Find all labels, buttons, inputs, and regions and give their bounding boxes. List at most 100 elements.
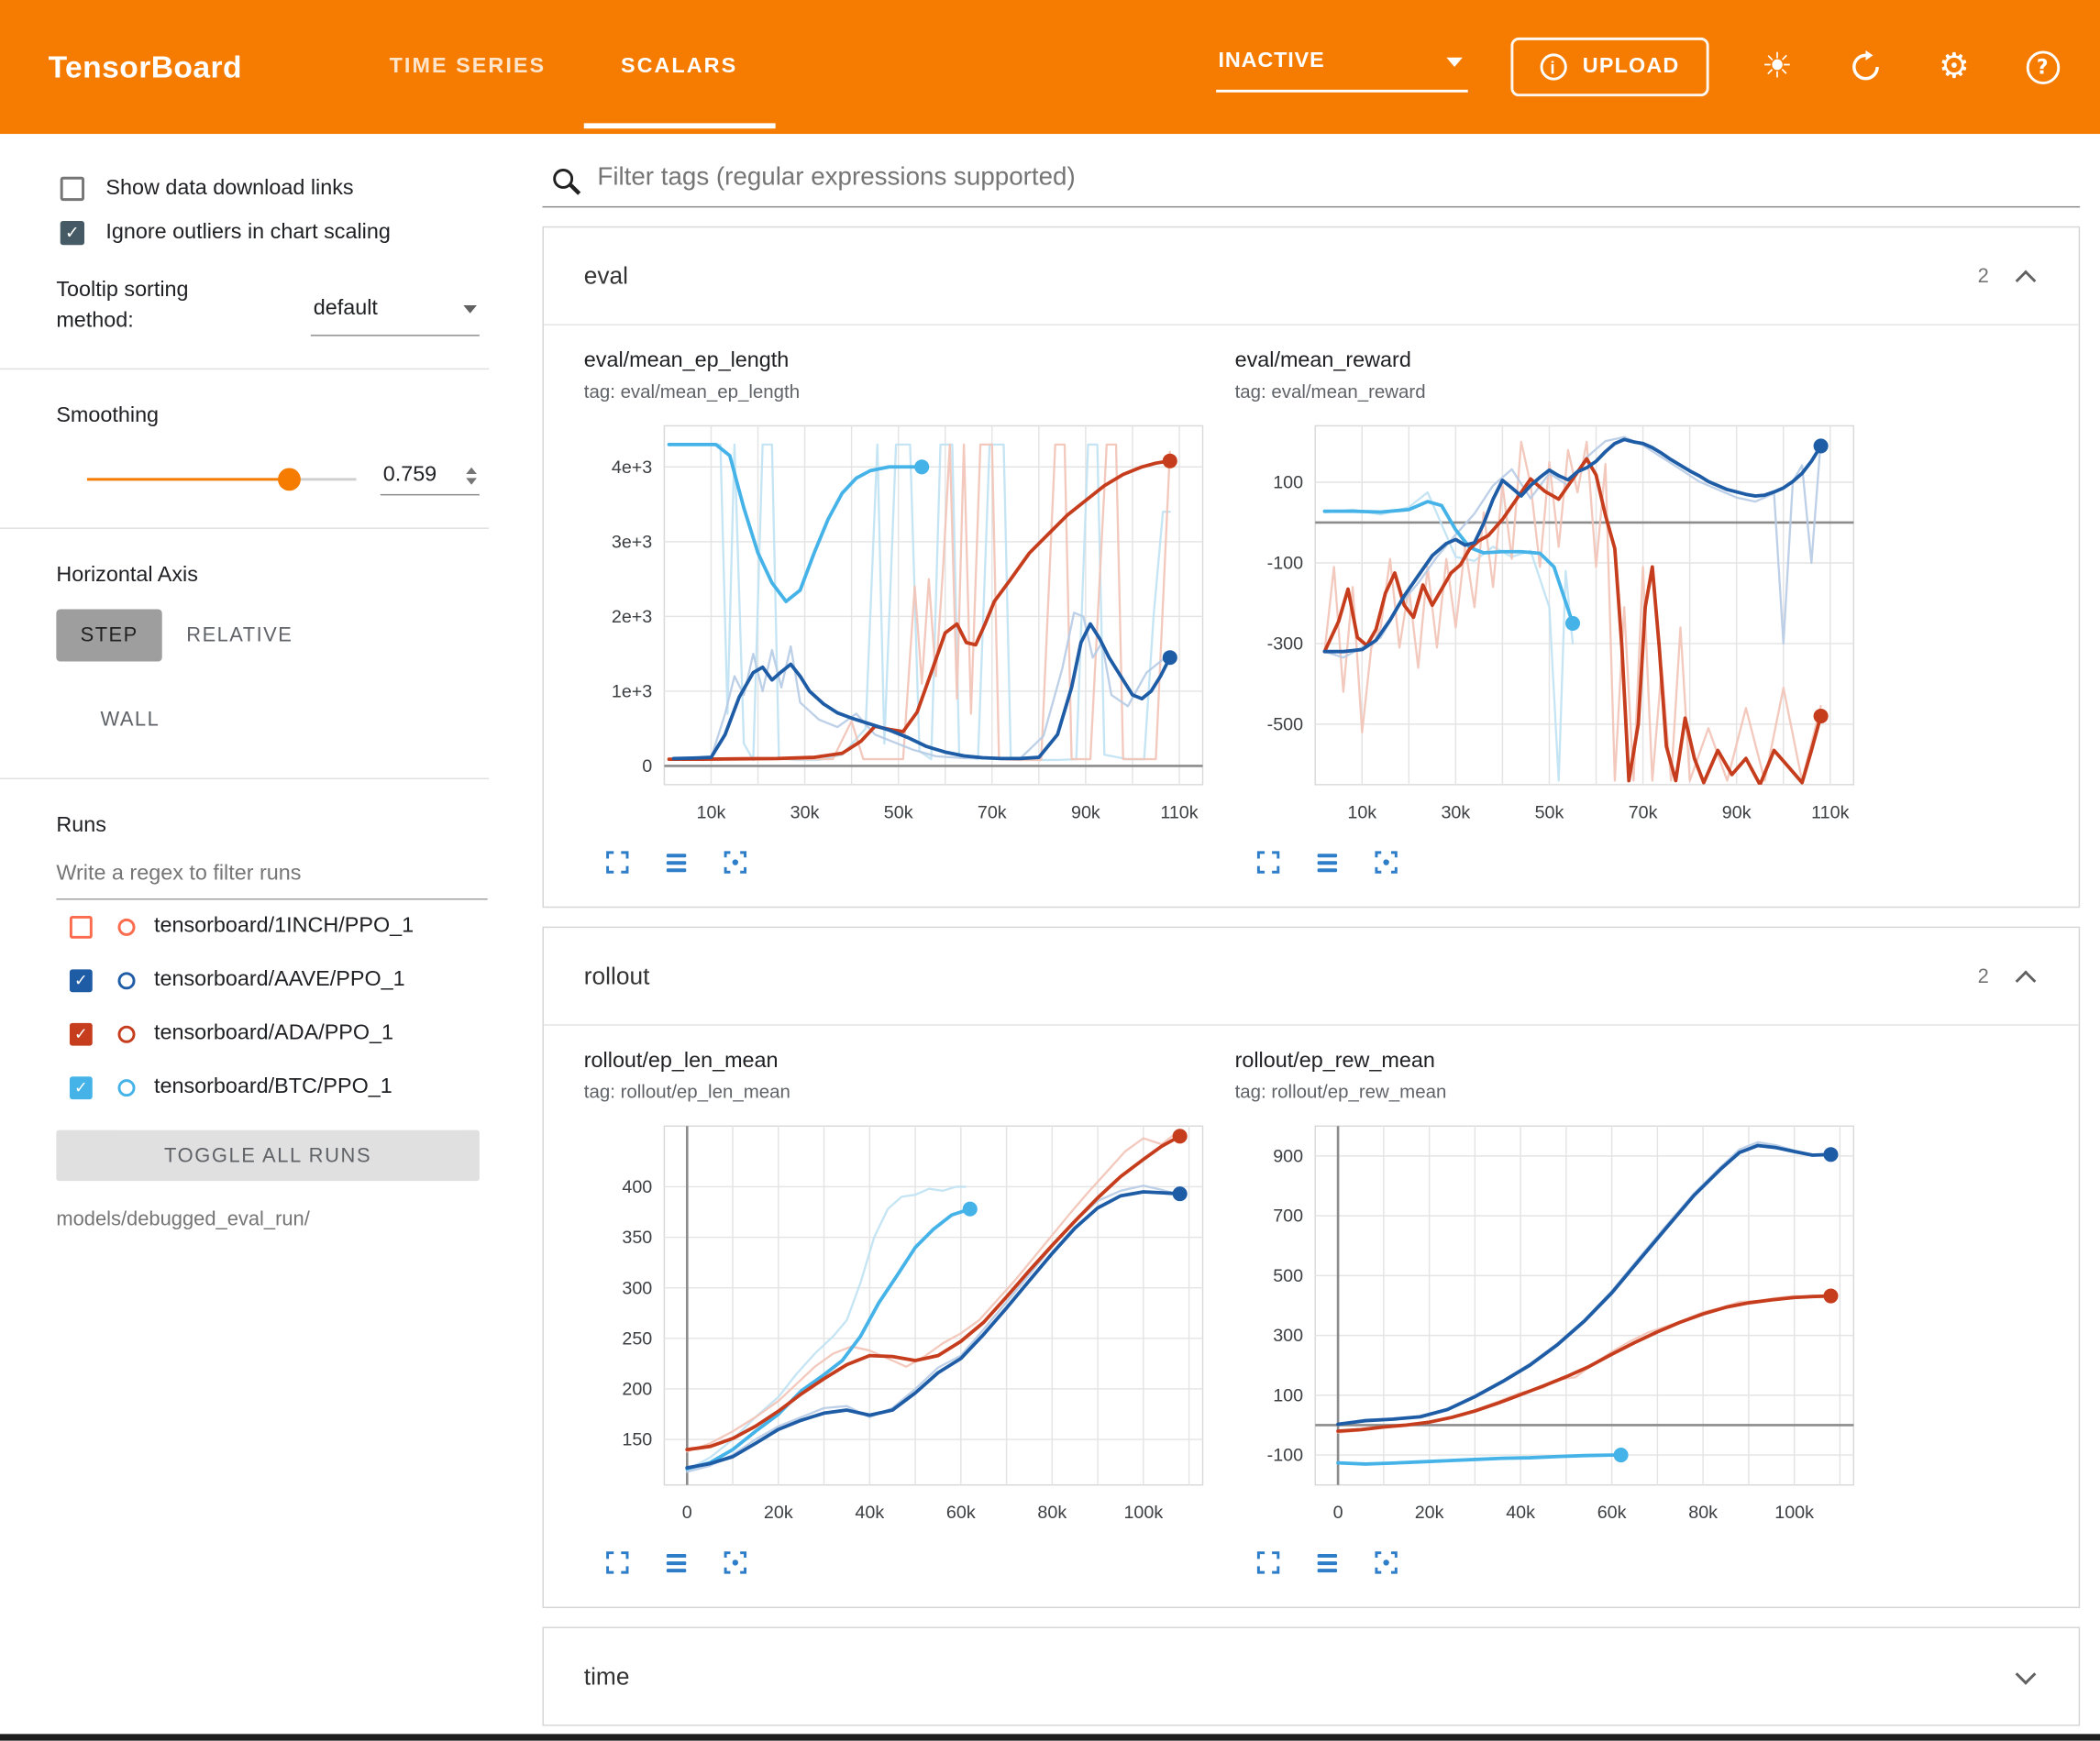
run-checkbox[interactable] bbox=[69, 915, 93, 939]
refresh-icon[interactable] bbox=[1846, 47, 1886, 87]
card-header: rollout 2 bbox=[544, 928, 2079, 1024]
chart-canvas[interactable]: 100 -100 -300 -500 10k 30k 50k 70k 90k 110k bbox=[1235, 413, 1867, 837]
svg-text:0: 0 bbox=[642, 756, 652, 777]
stepper-down-icon[interactable] bbox=[466, 477, 477, 484]
collapse-card-button[interactable] bbox=[2013, 959, 2039, 994]
run-checkbox[interactable]: ✓ bbox=[69, 1022, 93, 1045]
chevron-down-icon bbox=[2015, 1663, 2037, 1685]
card-eval: eval 2 eval/mean_ep_length tag: eval/mea… bbox=[542, 226, 2081, 909]
axis-wall-button[interactable]: WALL bbox=[100, 708, 160, 732]
data-table-icon[interactable] bbox=[1310, 845, 1344, 880]
chart-eval-mean-reward: eval/mean_reward tag: eval/mean_reward 1… bbox=[1235, 349, 1867, 879]
svg-text:40k: 40k bbox=[1506, 1503, 1535, 1523]
chart-canvas[interactable]: 0 1e+3 2e+3 3e+3 4e+3 10k 30k 50k 70k 90k 110k bbox=[584, 413, 1216, 837]
card-title: rollout bbox=[583, 962, 650, 989]
expand-card-button[interactable] bbox=[2013, 1663, 2039, 1687]
value-stepper[interactable] bbox=[466, 466, 477, 484]
settings-gear-icon[interactable]: ⚙ bbox=[1938, 47, 1970, 87]
smoothing-label: Smoothing bbox=[56, 404, 160, 427]
fit-domain-icon[interactable] bbox=[718, 845, 753, 880]
app-header: TensorBoard TIME SERIES SCALARS INACTIVE… bbox=[0, 0, 2100, 135]
chart-eval-mean-ep-length: eval/mean_ep_length tag: eval/mean_ep_le… bbox=[584, 349, 1216, 879]
run-row-1inch[interactable]: tensorboard/1INCH/PPO_1 bbox=[69, 899, 536, 953]
svg-text:0: 0 bbox=[682, 1503, 692, 1523]
tooltip-sorting-dropdown[interactable]: default bbox=[310, 292, 480, 336]
tooltip-sorting-label: Tooltip sorting method: bbox=[56, 278, 189, 333]
svg-text:30k: 30k bbox=[790, 802, 820, 822]
main-tabs: TIME SERIES SCALARS bbox=[352, 0, 776, 134]
fit-domain-icon[interactable] bbox=[718, 1545, 753, 1580]
runs-filter-input[interactable] bbox=[56, 859, 488, 900]
svg-text:2e+3: 2e+3 bbox=[612, 607, 652, 627]
svg-text:150: 150 bbox=[622, 1430, 652, 1450]
chart-canvas[interactable]: 400 350 300 250 200 150 0 20k 40k 60k 80k 100k bbox=[584, 1113, 1216, 1537]
chart-canvas[interactable]: 900 700 500 300 100 -100 0 20k 40k 60k 80k 100k bbox=[1235, 1113, 1867, 1537]
smoothing-slider[interactable] bbox=[86, 468, 357, 491]
chevron-down-icon bbox=[463, 304, 477, 314]
tag-filter-input[interactable] bbox=[597, 163, 2081, 193]
fit-domain-icon[interactable] bbox=[1369, 1545, 1404, 1580]
tag-filter-bar bbox=[542, 160, 2081, 208]
divider bbox=[0, 527, 490, 529]
svg-text:30k: 30k bbox=[1441, 802, 1470, 822]
svg-text:400: 400 bbox=[622, 1177, 652, 1197]
fit-domain-icon[interactable] bbox=[1369, 845, 1404, 880]
run-checkbox[interactable]: ✓ bbox=[69, 968, 93, 992]
svg-text:10k: 10k bbox=[1347, 802, 1376, 822]
chart-rollout-ep-len-mean: rollout/ep_len_mean tag: rollout/ep_len_… bbox=[584, 1050, 1216, 1580]
svg-text:-100: -100 bbox=[1267, 1446, 1303, 1466]
smoothing-value-field[interactable]: 0.759 bbox=[380, 463, 480, 496]
data-table-icon[interactable] bbox=[659, 845, 694, 880]
smoothing-value: 0.759 bbox=[382, 463, 437, 487]
data-table-icon[interactable] bbox=[659, 1545, 694, 1580]
runs-subdirectory: models/debugged_eval_run/ bbox=[56, 1207, 310, 1231]
status-dropdown[interactable]: INACTIVE bbox=[1215, 41, 1468, 93]
svg-text:350: 350 bbox=[622, 1228, 652, 1248]
expand-chart-icon[interactable] bbox=[1251, 1545, 1286, 1580]
tab-time-series[interactable]: TIME SERIES bbox=[389, 54, 547, 78]
card-count: 2 bbox=[1977, 264, 1989, 288]
collapse-card-button[interactable] bbox=[2013, 259, 2039, 293]
run-checkbox[interactable]: ✓ bbox=[69, 1075, 93, 1099]
svg-text:1e+3: 1e+3 bbox=[612, 681, 652, 701]
run-row-btc[interactable]: ✓ tensorboard/BTC/PPO_1 bbox=[69, 1061, 536, 1114]
tooltip-sorting-value: default bbox=[313, 297, 378, 321]
brightness-icon[interactable]: ☀ bbox=[1762, 47, 1794, 87]
svg-text:900: 900 bbox=[1273, 1146, 1303, 1166]
toggle-all-runs-button[interactable]: TOGGLE ALL RUNS bbox=[56, 1129, 480, 1182]
tab-scalars[interactable]: SCALARS bbox=[583, 0, 776, 134]
upload-button[interactable]: i UPLOAD bbox=[1509, 37, 1709, 97]
run-row-ada[interactable]: ✓ tensorboard/ADA/PPO_1 bbox=[69, 1007, 536, 1060]
show-download-links-row[interactable]: Show data download links bbox=[60, 176, 536, 202]
stepper-up-icon[interactable] bbox=[466, 466, 477, 474]
slider-knob[interactable] bbox=[277, 468, 301, 491]
viewport-bottom-edge bbox=[0, 1734, 2100, 1741]
axis-relative-button[interactable]: RELATIVE bbox=[186, 623, 293, 647]
expand-chart-icon[interactable] bbox=[1251, 845, 1286, 880]
show-download-links-checkbox[interactable] bbox=[60, 176, 85, 202]
chart-toolbar bbox=[1251, 845, 1867, 880]
card-body: rollout/ep_len_mean tag: rollout/ep_len_… bbox=[543, 1024, 2079, 1606]
svg-text:-500: -500 bbox=[1267, 714, 1303, 734]
help-icon[interactable]: ? bbox=[2022, 47, 2062, 87]
expand-chart-icon[interactable] bbox=[600, 845, 635, 880]
run-color-swatch bbox=[117, 971, 136, 989]
horizontal-axis-label: Horizontal Axis bbox=[56, 563, 198, 587]
svg-text:90k: 90k bbox=[1071, 802, 1100, 822]
run-label: tensorboard/AAVE/PPO_1 bbox=[153, 967, 405, 991]
chart-title: eval/mean_ep_length bbox=[583, 349, 790, 373]
run-row-aave[interactable]: ✓ tensorboard/AAVE/PPO_1 bbox=[69, 953, 536, 1007]
svg-text:70k: 70k bbox=[1629, 802, 1658, 822]
upload-button-label: UPLOAD bbox=[1582, 54, 1680, 78]
ignore-outliers-row[interactable]: ✓ Ignore outliers in chart scaling bbox=[60, 220, 536, 246]
chart-tag: tag: eval/mean_ep_length bbox=[583, 380, 801, 402]
expand-chart-icon[interactable] bbox=[600, 1545, 635, 1580]
axis-step-button[interactable]: STEP bbox=[56, 609, 162, 662]
data-table-icon[interactable] bbox=[1310, 1545, 1344, 1580]
run-color-swatch bbox=[117, 1078, 136, 1096]
card-rollout: rollout 2 rollout/ep_len_mean tag: rollo… bbox=[542, 926, 2081, 1609]
chart-toolbar bbox=[600, 845, 1216, 880]
card-header: time bbox=[544, 1628, 2079, 1724]
ignore-outliers-checkbox[interactable]: ✓ bbox=[60, 220, 85, 246]
